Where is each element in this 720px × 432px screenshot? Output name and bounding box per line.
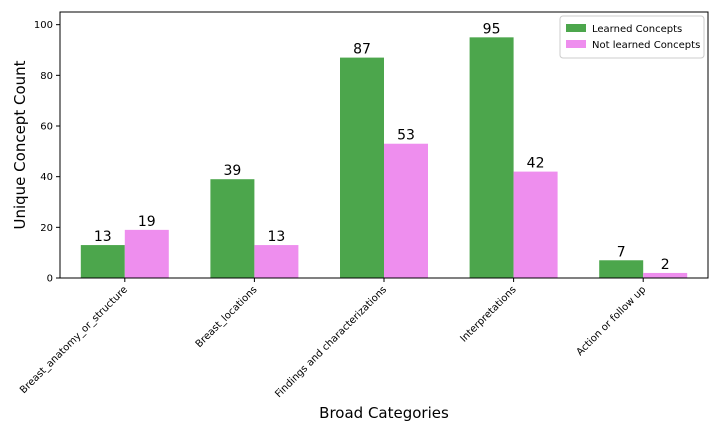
bar bbox=[340, 57, 384, 278]
legend-box bbox=[559, 15, 705, 59]
data-label: 39 bbox=[223, 163, 241, 179]
legend-label: Learned Concepts bbox=[592, 24, 682, 35]
bar bbox=[643, 272, 688, 278]
data-label: 7 bbox=[617, 244, 626, 260]
bar bbox=[469, 37, 514, 279]
bar bbox=[599, 260, 644, 278]
x-axis-title: Broad Categories bbox=[319, 404, 449, 422]
bar bbox=[80, 245, 125, 278]
y-axis-title: Unique Concept Count bbox=[11, 60, 29, 229]
bar bbox=[124, 229, 169, 278]
legend-swatch bbox=[566, 40, 586, 48]
bar bbox=[513, 171, 558, 278]
data-label: 13 bbox=[267, 229, 285, 245]
y-tick-label: 20 bbox=[40, 223, 53, 234]
y-tick-label: 40 bbox=[40, 172, 53, 183]
data-label: 42 bbox=[527, 156, 545, 172]
data-label: 13 bbox=[94, 229, 112, 245]
x-tick-label: Breast_locations bbox=[194, 284, 260, 350]
y-tick-label: 60 bbox=[40, 122, 53, 133]
bar bbox=[254, 245, 299, 278]
legend-swatch bbox=[566, 24, 586, 32]
data-label: 53 bbox=[397, 128, 415, 144]
data-label: 95 bbox=[483, 21, 501, 37]
y-tick-label: 0 bbox=[47, 274, 53, 285]
legend-label: Not learned Concepts bbox=[592, 40, 700, 51]
plot-frame bbox=[59, 11, 709, 279]
data-label: 19 bbox=[138, 214, 156, 230]
y-tick-label: 80 bbox=[40, 71, 53, 82]
x-tick-label: Action or follow up bbox=[575, 284, 649, 358]
bar bbox=[210, 179, 255, 278]
x-tick-label: Interpretations bbox=[458, 284, 518, 344]
data-label: 2 bbox=[661, 257, 670, 273]
data-label: 87 bbox=[353, 42, 371, 58]
x-tick-label: Breast_anatomy_or_structure bbox=[18, 284, 130, 396]
y-tick-label: 100 bbox=[34, 20, 53, 31]
x-tick-label: Findings and characterizations bbox=[273, 284, 389, 400]
bar bbox=[384, 143, 428, 278]
